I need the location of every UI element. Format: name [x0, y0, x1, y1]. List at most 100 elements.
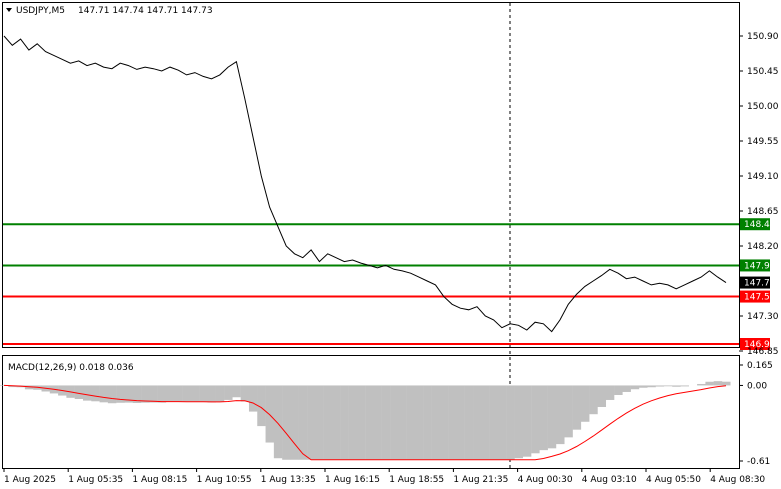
price-tick-label: 148.20 — [747, 242, 779, 252]
current-price-label: 147.73 — [744, 279, 776, 289]
macd-histogram-bar — [232, 385, 241, 398]
macd-histogram-bar — [705, 381, 714, 386]
macd-histogram-bar — [630, 385, 640, 390]
level-tag — [740, 218, 770, 231]
macd-histogram-bar — [614, 385, 623, 396]
price-tick-label: 146.85 — [747, 347, 779, 357]
level-label: 146.94 — [744, 340, 776, 350]
macd-histogram-bar — [448, 385, 457, 460]
macd-histogram-bar — [157, 385, 167, 403]
macd-histogram-bar — [680, 385, 690, 387]
time-tick-label: 1 Aug 2025 — [4, 475, 56, 485]
macd-histogram-bar — [564, 385, 573, 438]
macd-histogram-bar — [464, 385, 474, 460]
macd-histogram-bar — [215, 385, 225, 402]
macd-histogram-bar — [672, 385, 681, 387]
macd-tick-label: 0.165 — [747, 361, 773, 371]
macd-histogram-bar — [373, 385, 382, 460]
macd-histogram-bar — [248, 385, 258, 412]
macd-histogram-bar — [273, 385, 283, 459]
macd-histogram-bar — [174, 385, 183, 402]
macd-histogram-bar — [282, 385, 291, 460]
macd-histogram-bar — [331, 385, 341, 460]
price-tick-label: 150.45 — [747, 67, 779, 77]
macd-histogram-bar — [456, 385, 465, 460]
chevron-down-icon[interactable] — [6, 8, 12, 12]
macd-histogram-bar — [141, 385, 150, 403]
macd-histogram-bar — [365, 385, 374, 460]
macd-histogram-bar — [489, 385, 499, 460]
macd-histogram-bar — [431, 385, 441, 460]
price-tick-label: 147.30 — [747, 312, 779, 322]
time-tick-label: 4 Aug 08:30 — [710, 475, 765, 485]
macd-histogram-bar — [539, 385, 548, 451]
time-tick-label: 1 Aug 21:35 — [453, 475, 508, 485]
macd-signal-line — [3, 384, 727, 461]
macd-histogram-bar — [24, 385, 34, 390]
macd-histogram-bar — [697, 383, 706, 386]
macd-histogram-bar — [506, 385, 515, 460]
macd-histogram-bar — [190, 385, 200, 402]
macd-histogram-bar — [340, 385, 349, 460]
macd-tick-label: 0.00 — [747, 381, 767, 391]
macd-histogram-bar — [99, 385, 109, 403]
macd-histogram-bar — [514, 385, 524, 459]
macd-histogram-bar — [713, 381, 723, 386]
macd-histogram-bar — [639, 385, 648, 388]
macd-histogram-bar — [473, 385, 482, 460]
macd-histogram-bar — [124, 385, 133, 403]
macd-histogram-bar — [390, 385, 399, 460]
macd-histogram-bar — [580, 385, 590, 422]
macd-label: MACD(12,26,9) 0.018 0.036 — [8, 363, 134, 373]
level-tag — [740, 290, 770, 303]
macd-histogram-bar — [348, 385, 358, 460]
macd-histogram-bar — [74, 385, 84, 399]
time-tick-label: 1 Aug 13:35 — [261, 475, 316, 485]
macd-histogram-bar — [605, 385, 615, 400]
macd-histogram-bar — [149, 385, 158, 403]
price-tick-label: 148.65 — [747, 207, 779, 217]
main-panel — [2, 2, 740, 348]
macd-histogram-bar — [257, 385, 266, 427]
macd-histogram-bar — [240, 385, 250, 402]
macd-histogram-bar — [290, 385, 299, 460]
macd-histogram-bar — [722, 381, 731, 386]
price-tick-label: 150.90 — [747, 32, 779, 42]
symbol-timeframe: USDJPY,M5 — [16, 6, 65, 16]
macd-histogram-bar — [381, 385, 391, 460]
time-tick-label: 4 Aug 00:30 — [518, 475, 573, 485]
price-tick-label: 149.55 — [747, 137, 779, 147]
macd-histogram-bar — [116, 385, 125, 403]
time-tick-label: 1 Aug 08:15 — [132, 475, 187, 485]
macd-histogram-bar — [398, 385, 407, 460]
price-line — [3, 35, 727, 333]
macd-histogram-bar — [572, 385, 582, 430]
macd-histogram-bar — [132, 385, 142, 404]
macd-histogram-bar — [597, 385, 607, 407]
time-tick-label: 4 Aug 03:10 — [582, 475, 637, 485]
macd-histogram-bar — [265, 385, 275, 443]
level-label: 147.55 — [744, 293, 776, 303]
macd-histogram-bar — [439, 385, 449, 460]
macd-histogram-bar — [91, 385, 100, 402]
price-tick-label: 149.10 — [747, 172, 779, 182]
level-tag — [740, 259, 770, 272]
macd-histogram-bar — [207, 385, 216, 403]
macd-histogram-bar — [406, 385, 416, 460]
macd-histogram-bar — [414, 385, 424, 460]
macd-tick-label: -0.61 — [747, 457, 770, 467]
current-price-tag — [740, 276, 770, 289]
macd-histogram-bar — [323, 385, 333, 460]
level-label: 148.48 — [744, 220, 776, 230]
macd-histogram-bar — [82, 385, 92, 401]
level-tag — [740, 338, 770, 350]
macd-histogram-bar — [497, 385, 507, 460]
ohlc-readout: 147.71 147.74 147.71 147.73 — [78, 6, 213, 16]
macd-histogram-bar — [622, 385, 631, 392]
macd-histogram-bar — [655, 385, 665, 387]
macd-histogram-bar — [589, 385, 598, 415]
time-tick-label: 1 Aug 18:55 — [389, 475, 444, 485]
time-tick-label: 1 Aug 16:15 — [325, 475, 380, 485]
level-label: 147.95 — [744, 261, 776, 271]
